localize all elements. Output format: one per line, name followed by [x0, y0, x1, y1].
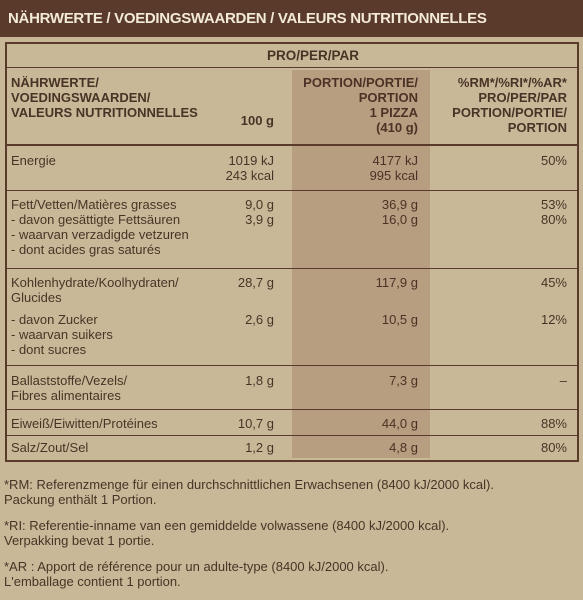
fat-portion: 36,9 g [381, 197, 418, 212]
saturates-ri: 80% [540, 212, 567, 227]
protein-100g: 10,7 g [237, 416, 274, 431]
carb-label-1: Kohlenhydrate/Koolhydraten/ [11, 275, 179, 290]
protein-portion: 44,0 g [381, 416, 418, 431]
sugars-ri: 12% [540, 312, 567, 327]
fibre-portion: 7,3 g [389, 373, 418, 388]
saturates-label-fr: - dont acides gras saturés [11, 242, 161, 257]
carb-portion: 117,9 g [375, 275, 418, 290]
portion-column-shade [292, 70, 430, 458]
footnote-ri-2: Verpakking bevat 1 portie. [4, 533, 155, 548]
carb-ri: 45% [540, 275, 567, 290]
sugars-label-fr: - dont sucres [11, 342, 87, 357]
col-portion-header-1: PORTION/PORTIE/ [303, 75, 418, 90]
col-portion-header-2: PORTION [358, 90, 418, 105]
divider [5, 190, 579, 191]
salt-ri: 80% [540, 440, 567, 455]
fat-label: Fett/Vetten/Matières grasses [11, 197, 177, 212]
saturates-label-nl: - waarvan verzadigde vetzuren [11, 227, 189, 242]
salt-label: Salz/Zout/Sel [11, 440, 89, 455]
energy-label: Energie [11, 153, 56, 168]
divider [5, 144, 579, 146]
protein-ri: 88% [540, 416, 567, 431]
divider [5, 409, 579, 410]
group-header: PRO/PER/PAR [266, 48, 359, 63]
col-portion-header-3: 1 PIZZA [369, 105, 418, 120]
col-label-header-1: NÄHRWERTE/ [11, 75, 99, 90]
energy-100g-kj: 1019 kJ [228, 153, 274, 168]
divider [5, 268, 579, 269]
energy-portion-kj: 4177 kJ [372, 153, 418, 168]
col-ri-header-2: PRO/PER/PAR [478, 90, 567, 105]
footnote-ri-1: *RI: Referentie-inname van een gemiddeld… [4, 518, 450, 533]
footnote-ar-1: *AR : Apport de référence pour un adulte… [4, 559, 389, 574]
saturates-100g: 3,9 g [245, 212, 274, 227]
sugars-label-de: - davon Zucker [11, 312, 98, 327]
protein-label: Eiweiß/Eiwitten/Protéines [11, 416, 158, 431]
col-label-header-2: VOEDINGSWAARDEN/ [11, 90, 151, 105]
salt-portion: 4,8 g [389, 440, 418, 455]
fibre-ri: – [559, 373, 567, 388]
sugars-100g: 2,6 g [245, 312, 274, 327]
fat-100g: 9,0 g [245, 197, 274, 212]
col-ri-header-1: %RM*/%RI*/%AR* [457, 75, 567, 90]
footnote-rm-1: *RM: Referenzmenge für einen durchschnit… [4, 477, 494, 492]
col-100g-header: 100 g [240, 113, 274, 128]
carb-label-2: Glucides [11, 290, 62, 305]
carb-100g: 28,7 g [237, 275, 274, 290]
fibre-label-2: Fibres alimentaires [11, 388, 121, 403]
saturates-portion: 16,0 g [381, 212, 418, 227]
col-ri-header-3: PORTION/PORTIE/ [452, 105, 567, 120]
fibre-100g: 1,8 g [245, 373, 274, 388]
fibre-label-1: Ballaststoffe/Vezels/ [11, 373, 128, 388]
fat-ri: 53% [540, 197, 567, 212]
sugars-label-nl: - waarvan suikers [11, 327, 113, 342]
salt-100g: 1,2 g [245, 440, 274, 455]
footnote-ar-2: L'emballage contient 1 portion. [4, 574, 181, 589]
divider [5, 67, 579, 68]
divider [5, 365, 579, 366]
footnote-rm-2: Packung enthält 1 Portion. [4, 492, 157, 507]
col-label-header-3: VALEURS NUTRITIONNELLES [11, 105, 198, 120]
nutrition-title: NÄHRWERTE / VOEDINGSWAARDEN / VALEURS NU… [0, 0, 583, 37]
col-portion-header-4: (410 g) [376, 120, 418, 135]
energy-portion-kcal: 995 kcal [369, 168, 418, 183]
energy-ri: 50% [540, 153, 567, 168]
divider [5, 435, 579, 436]
saturates-label-de: - davon gesättigte Fettsäuren [11, 212, 181, 227]
col-ri-header-4: PORTION [507, 120, 567, 135]
nutrition-table [5, 42, 579, 462]
sugars-portion: 10,5 g [381, 312, 418, 327]
energy-100g-kcal: 243 kcal [225, 168, 274, 183]
